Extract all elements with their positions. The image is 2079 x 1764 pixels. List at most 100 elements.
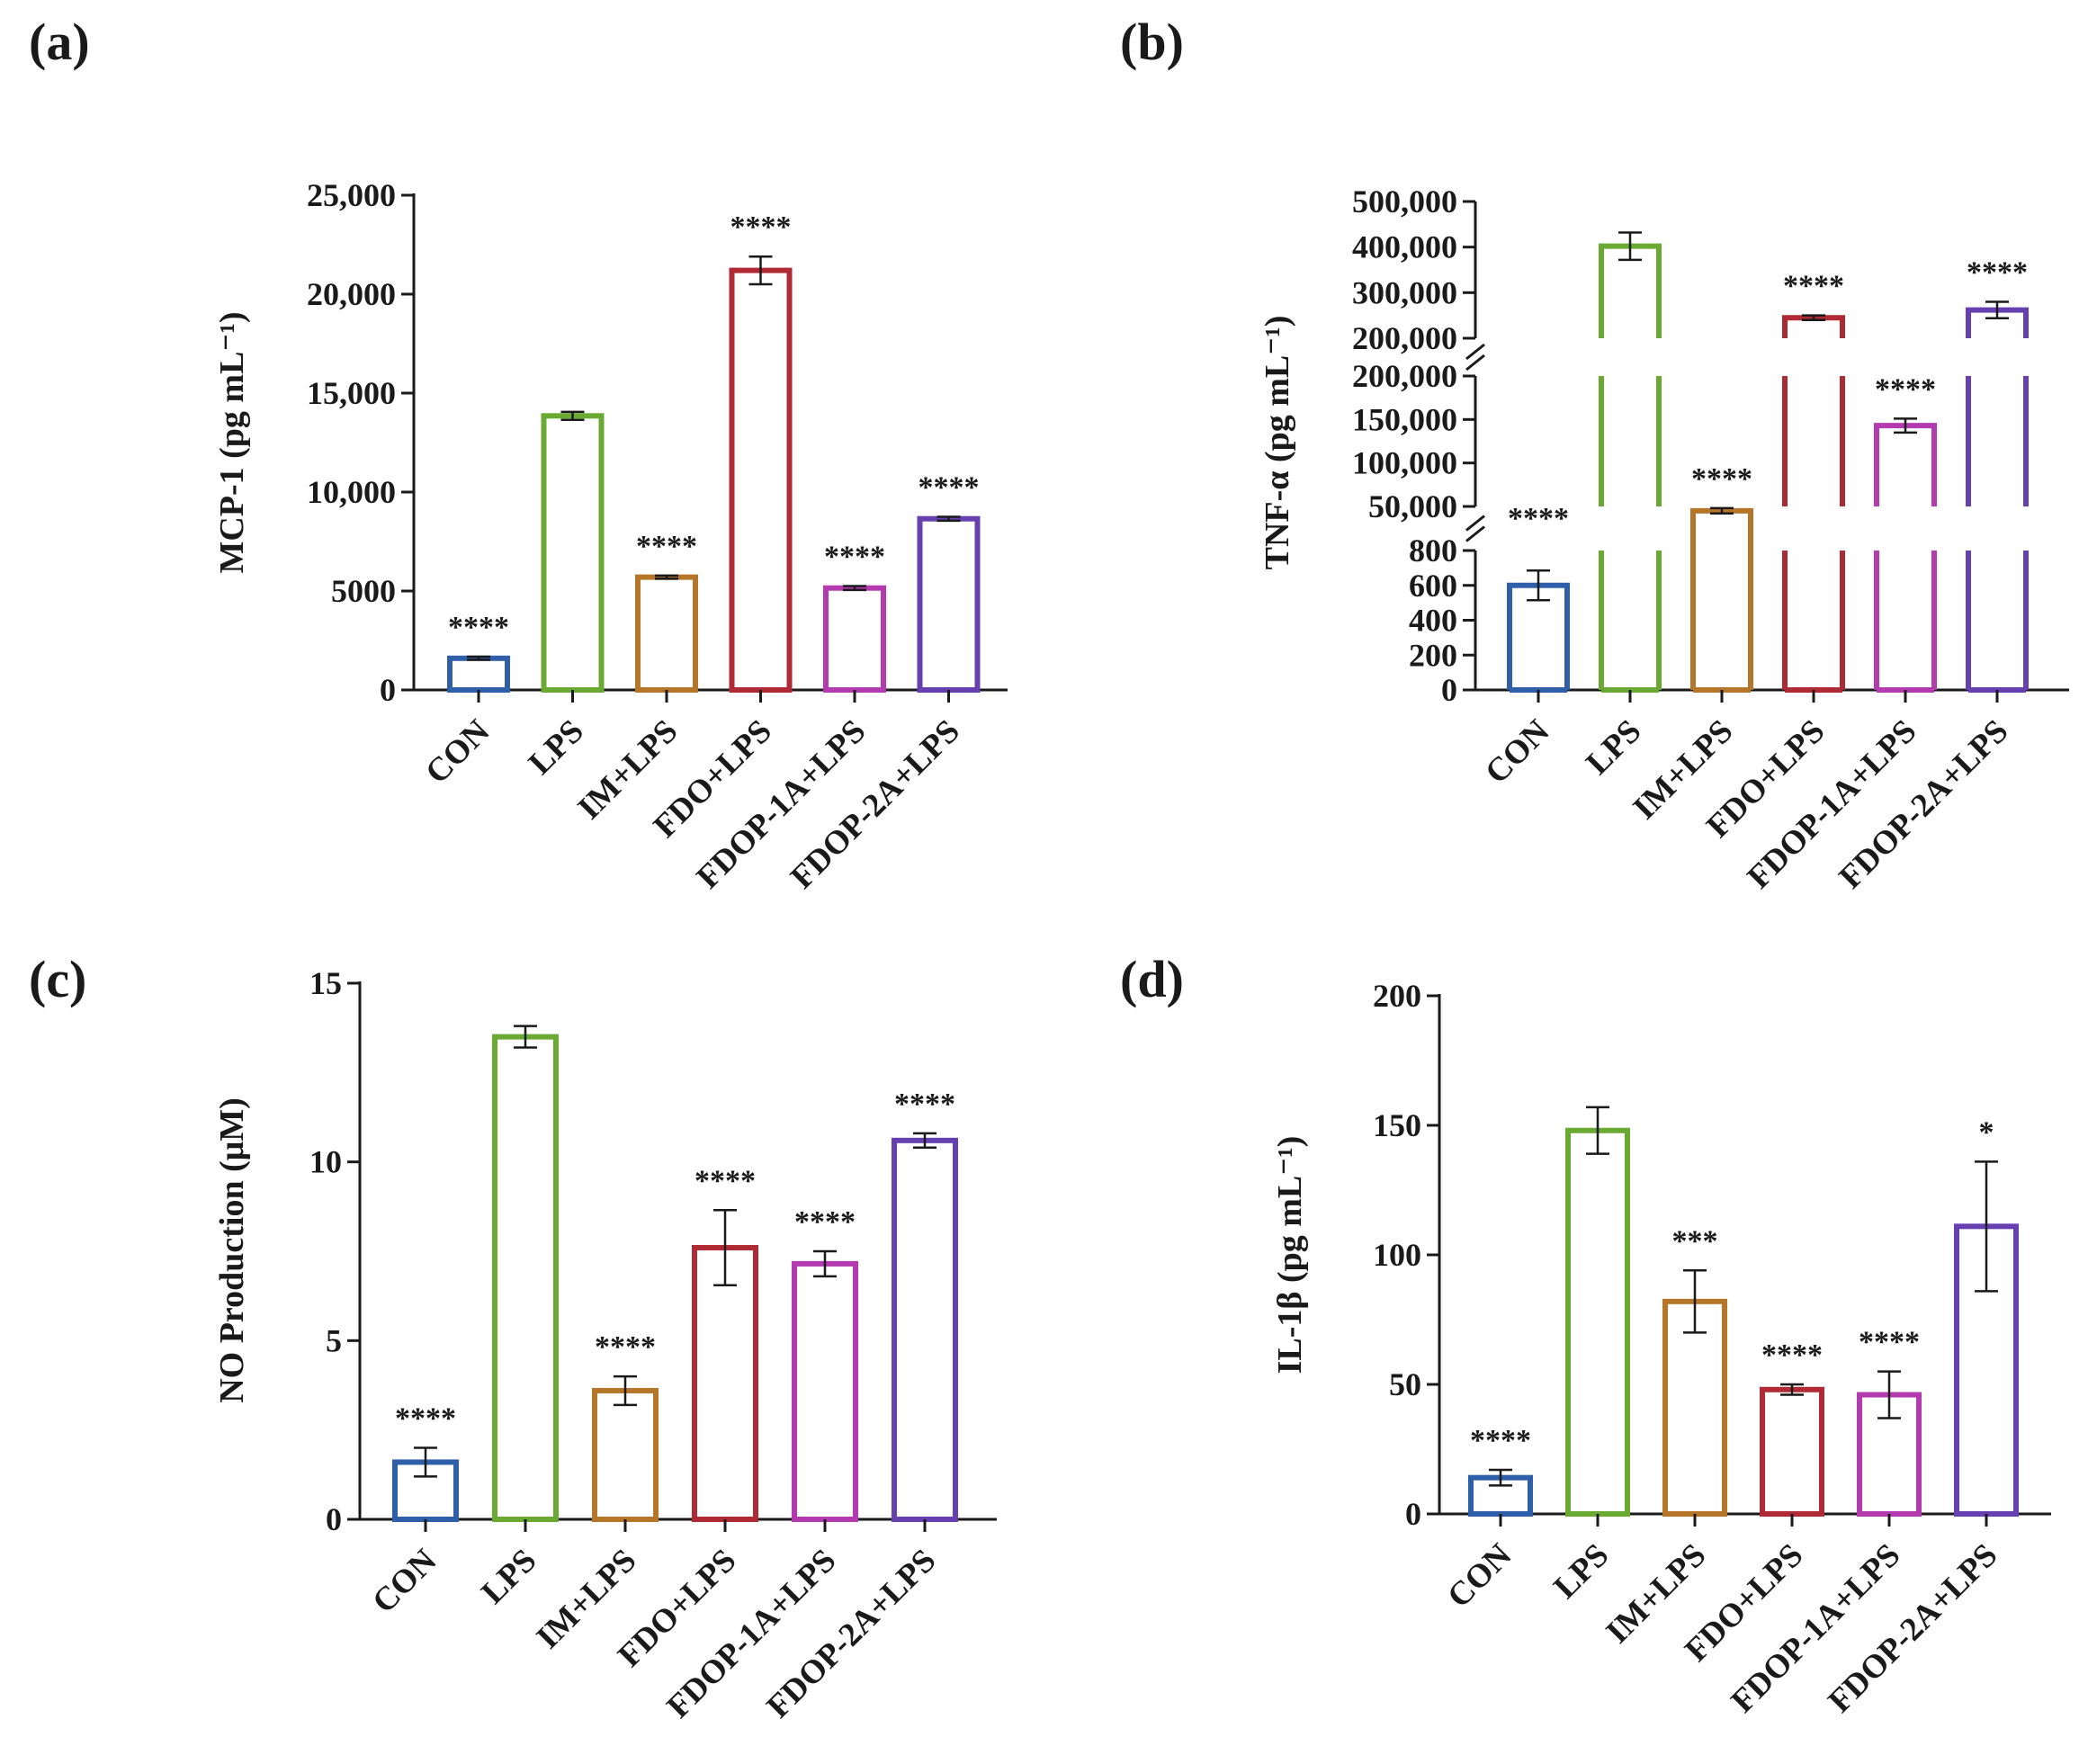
axis-break-mark (1465, 515, 1485, 532)
bar-im-lps (635, 574, 698, 693)
y-tick-label: 0 (1441, 672, 1457, 708)
error-bar-fdo-lps (748, 255, 773, 286)
bar-con (1507, 582, 1570, 693)
error-bar-im-lps (655, 574, 678, 580)
error-bar-fdop-2a-lps (936, 515, 961, 523)
bar-fdop-1a-lps (1874, 423, 1937, 693)
bar-fill (1785, 318, 1842, 690)
y-axis-title: MCP-1 (pg mL⁻¹) (213, 311, 251, 573)
y-tick-label: 100 (1373, 1237, 1421, 1273)
error-bar-con (1527, 569, 1550, 602)
y-tick-label: 400 (1409, 603, 1457, 639)
bar-lps (492, 1034, 559, 1522)
mcp1-chart: 0 5000 10,000 15,000 20,000 25,000 **** **** ***… (213, 177, 1008, 896)
y-tick-label: 25,000 (307, 177, 396, 213)
axis-break-mark (1465, 354, 1485, 372)
category-label-fdop-2a-lps: FDOP-2A+LPS (1833, 712, 2016, 896)
bar-lps (1599, 243, 1662, 693)
category-label-fdop-1a-lps: FDOP-1A+LPS (1741, 712, 1924, 896)
y-tick-label: 20,000 (307, 276, 396, 312)
significance-label-im-lps: **** (1691, 462, 1752, 496)
y-tick-label: 15 (309, 965, 342, 1001)
bar-fdop-1a-lps (792, 1260, 858, 1522)
significance-label-fdo-lps: **** (1783, 270, 1844, 303)
bar-fdo-lps (1760, 1386, 1824, 1518)
error-bar-con (467, 655, 490, 661)
significance-label-fdop-1a-lps: **** (1875, 372, 1936, 406)
significance-label-fdop-2a-lps: **** (919, 471, 980, 505)
error-bar-im-lps (614, 1374, 637, 1407)
y-tick-label: 300,000 (1352, 274, 1457, 310)
error-bar-fdo-lps (713, 1209, 737, 1286)
significance-label-im-lps: **** (595, 1330, 656, 1364)
bar-fdo-lps (1782, 315, 1845, 693)
significance-label-fdop-2a-lps: * (1979, 1115, 1994, 1149)
significance-label-fdop-2a-lps: **** (1967, 255, 2028, 289)
y-tick-label: 10 (309, 1144, 342, 1180)
significance-label-im-lps: *** (1672, 1224, 1718, 1258)
category-label-con: CON (418, 712, 497, 791)
category-label-fdop-1a-lps: FDOP-1A+LPS (1725, 1536, 1908, 1720)
panel-label-c: (c) (29, 950, 86, 1008)
error-bar-lps (1586, 1106, 1609, 1155)
y-axis-title: IL-1β (pg mL⁻¹) (1271, 1136, 1309, 1374)
bar-fdop-2a-lps (1966, 307, 2029, 693)
significance-label-fdo-lps: **** (730, 210, 792, 244)
significance-label-fdo-lps: **** (694, 1164, 756, 1197)
error-bar-lps (1618, 231, 1642, 262)
category-label-lps: LPS (1546, 1536, 1616, 1606)
error-bar-con (1489, 1468, 1512, 1487)
error-bar-con (414, 1446, 437, 1478)
bar-con (1468, 1474, 1533, 1518)
category-label-lps: LPS (1579, 712, 1648, 782)
y-tick-label: 50 (1389, 1366, 1421, 1402)
y-tick-label: 50,000 (1368, 488, 1457, 524)
error-bar-im-lps (1710, 506, 1734, 515)
error-bar-lps (560, 410, 585, 421)
y-tick-label: 200 (1409, 637, 1457, 673)
y-tick-label: 10,000 (307, 474, 396, 510)
y-tick-label: 0 (380, 672, 396, 708)
y-tick-label: 5 (326, 1322, 342, 1358)
category-label-fdop-1a-lps: FDOP-1A+LPS (660, 1542, 844, 1725)
error-bar-lps (514, 1025, 537, 1049)
bar-fdo-lps (692, 1245, 758, 1522)
error-bar-fdop-1a-lps (813, 1249, 837, 1278)
category-label-lps: LPS (474, 1542, 543, 1611)
y-tick-label: 150 (1373, 1107, 1421, 1143)
significance-label-fdo-lps: **** (1761, 1339, 1823, 1372)
panel-label-a: (a) (29, 13, 90, 71)
axis-break-mark (1465, 525, 1485, 542)
category-label-con: CON (1440, 1536, 1519, 1615)
y-tick-label: 200,000 (1352, 358, 1457, 394)
error-bar-fdo-lps (1780, 1383, 1804, 1396)
y-axis-title: NO Production (μM) (213, 1097, 251, 1403)
significance-label-fdop-1a-lps: **** (824, 541, 885, 574)
category-label-lps: LPS (522, 712, 591, 782)
significance-label-fdop-2a-lps: **** (894, 1088, 955, 1121)
significance-label-con: **** (1470, 1424, 1531, 1457)
category-label-con: CON (1478, 712, 1556, 791)
bar-im-lps (1662, 1298, 1727, 1517)
y-axis-title: TNF-α (pg mL⁻¹) (1259, 316, 1296, 570)
significance-label-con: **** (448, 611, 509, 644)
significance-label-con: **** (1508, 502, 1569, 535)
significance-label-con: **** (395, 1402, 456, 1436)
bar-fdop-2a-lps (892, 1137, 958, 1522)
category-label-fdop-1a-lps: FDOP-1A+LPS (690, 712, 874, 896)
bar-im-lps (592, 1387, 659, 1522)
y-tick-label: 800 (1409, 533, 1457, 569)
bar-con (447, 655, 510, 693)
bar-fill (1968, 309, 2026, 690)
error-bar-fdo-lps (1802, 314, 1825, 321)
bar-fill (1877, 425, 1934, 690)
error-bar-fdop-2a-lps (1975, 1160, 1998, 1293)
y-tick-label: 200 (1373, 978, 1421, 1014)
bar-fdo-lps (729, 267, 793, 693)
bar-im-lps (1690, 507, 1753, 693)
bar-fdop-1a-lps (823, 585, 886, 694)
category-label-fdop-2a-lps: FDOP-2A+LPS (784, 712, 967, 896)
axis-break-mark (1465, 343, 1485, 361)
